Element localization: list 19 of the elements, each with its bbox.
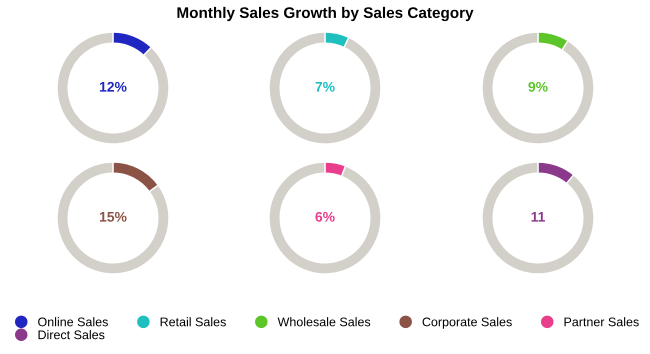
donut-slice	[481, 31, 595, 145]
text: Monthly Sales Growth by Sales Category	[177, 6, 474, 22]
donut-slice	[268, 161, 382, 275]
data-label: 15%	[100, 212, 127, 222]
legend-label: Online Sales	[38, 317, 108, 326]
legend-label: Corporate Sales	[422, 317, 512, 329]
donut-slice	[268, 31, 382, 145]
donut-slice	[56, 161, 170, 275]
legend-label: Wholesale Sales	[278, 317, 370, 326]
data-label: 6%	[315, 212, 335, 222]
donut-slice	[481, 161, 595, 275]
data-label: 7%	[316, 82, 335, 92]
data-label: 9%	[528, 82, 548, 92]
data-label: 11	[532, 212, 545, 222]
legend-label: Direct Sales	[38, 330, 104, 340]
legend-label: Retail Sales	[160, 317, 226, 326]
data-label: 12%	[100, 82, 127, 92]
donut-slice	[56, 31, 170, 145]
legend-label: Partner Sales	[564, 317, 639, 326]
